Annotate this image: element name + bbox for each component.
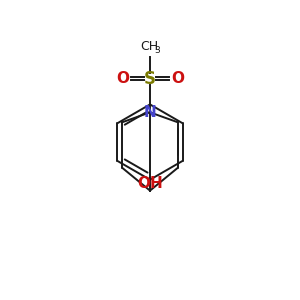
Text: O: O [116,71,129,86]
Text: CH: CH [140,40,158,53]
Text: N: N [144,105,156,120]
Text: OH: OH [137,176,163,191]
Text: S: S [144,70,156,88]
Text: 3: 3 [154,46,160,56]
Text: O: O [171,71,184,86]
